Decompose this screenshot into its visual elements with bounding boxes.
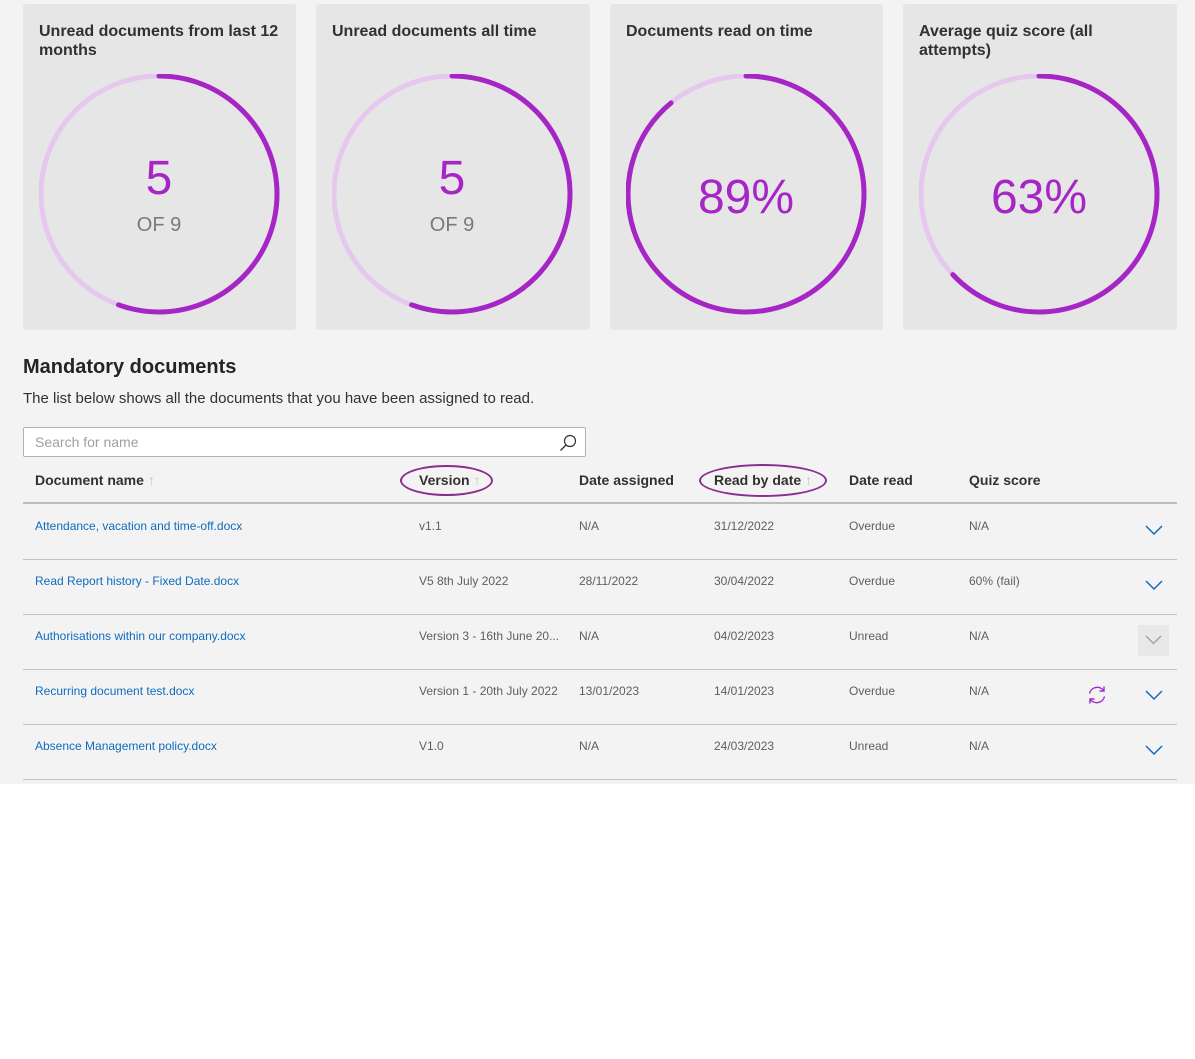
version-cell: V5 8th July 2022 — [419, 574, 509, 588]
version-cell: V1.0 — [419, 739, 444, 753]
progress-ring: 63% — [919, 74, 1167, 322]
date-read-cell: Unread — [849, 629, 889, 643]
card-average-quiz-score: Average quiz score (all attempts) 63% — [903, 4, 1177, 330]
version-cell: Version 3 - 16th June 20... — [419, 629, 559, 643]
search-box[interactable] — [23, 427, 586, 457]
card-value: 89% — [697, 171, 795, 224]
highlight-ellipse — [699, 464, 827, 497]
card-unread-all-time: Unread documents all time 5 OF 9 — [316, 4, 590, 330]
column-header-date-assigned[interactable]: Date assigned — [579, 472, 674, 489]
table-row[interactable]: Attendance, vacation and time-off.docx v… — [23, 504, 1177, 560]
card-of-label: OF 9 — [429, 214, 475, 236]
table-row[interactable]: Absence Management policy.docx V1.0 N/A … — [23, 724, 1177, 780]
date-assigned-cell: N/A — [579, 519, 600, 533]
progress-ring-graphic — [919, 74, 1160, 315]
chevron-down-icon[interactable] — [1142, 518, 1166, 542]
section-description: The list below shows all the documents t… — [23, 390, 535, 407]
quiz-score-cell: N/A — [969, 739, 990, 753]
date-assigned-cell: N/A — [579, 739, 600, 753]
recurring-icon — [1088, 686, 1106, 704]
date-read-cell: Unread — [849, 739, 889, 753]
quiz-score-cell: N/A — [969, 629, 990, 643]
card-title: Documents read on time — [626, 23, 813, 40]
ring-progress — [626, 74, 867, 315]
column-header-label: Date assigned — [579, 472, 674, 488]
card-value: 5 — [145, 152, 173, 205]
document-name-link[interactable]: Authorisations within our company.docx — [35, 629, 246, 643]
card-unread-12-months: Unread documents from last 12 months 5 O… — [23, 4, 296, 330]
chevron-down-icon[interactable] — [1142, 573, 1166, 597]
card-of-label: OF 9 — [136, 214, 182, 236]
ring-progress — [919, 74, 1160, 315]
card-title: Unread documents all time — [332, 23, 537, 40]
document-name-link[interactable]: Attendance, vacation and time-off.docx — [35, 519, 243, 533]
table-row[interactable]: Recurring document test.docx Version 1 -… — [23, 669, 1177, 725]
card-value: 5 — [438, 152, 466, 205]
column-header-label: Quiz score — [969, 472, 1041, 488]
quiz-score-cell: N/A — [969, 519, 990, 533]
table-row[interactable]: Read Report history - Fixed Date.docx V5… — [23, 559, 1177, 615]
card-title: Unread documents from last 12 months — [39, 23, 279, 59]
ring-progress — [39, 74, 280, 315]
read-by-date-cell: 14/01/2023 — [714, 684, 775, 698]
version-cell: v1.1 — [419, 519, 442, 533]
read-by-date-cell: 04/02/2023 — [714, 629, 775, 643]
table-row[interactable]: Authorisations within our company.docx V… — [23, 614, 1177, 670]
read-by-date-cell: 30/04/2022 — [714, 574, 775, 588]
document-name-link[interactable]: Read Report history - Fixed Date.docx — [35, 574, 240, 588]
card-title: Average quiz score (all attempts) — [919, 23, 1093, 59]
version-cell: Version 1 - 20th July 2022 — [419, 684, 558, 698]
column-header-label: Document name — [35, 472, 144, 488]
chevron-down-icon[interactable] — [1138, 625, 1169, 656]
date-read-cell: Overdue — [849, 519, 896, 533]
quiz-score-cell: 60% (fail) — [969, 574, 1020, 588]
progress-ring-graphic — [332, 74, 573, 315]
date-assigned-cell: 28/11/2022 — [579, 574, 639, 588]
sort-arrow-icon: ↑ — [147, 472, 155, 488]
card-value: 63% — [990, 171, 1088, 224]
document-name-link[interactable]: Absence Management policy.docx — [35, 739, 217, 753]
header-divider — [23, 502, 1177, 504]
date-read-cell: Overdue — [849, 684, 896, 698]
chevron-down-icon[interactable] — [1142, 738, 1166, 762]
quiz-score-cell: N/A — [969, 684, 990, 698]
progress-ring: 5 OF 9 — [332, 74, 580, 322]
progress-ring-graphic — [39, 74, 280, 315]
document-name-link[interactable]: Recurring document test.docx — [35, 684, 195, 698]
column-header-quiz-score[interactable]: Quiz score — [969, 472, 1041, 489]
progress-ring: 89% — [626, 74, 874, 322]
highlight-ellipse — [400, 465, 493, 496]
card-read-on-time: Documents read on time 89% — [610, 4, 883, 330]
column-header-date-read[interactable]: Date read — [849, 472, 913, 489]
date-assigned-cell: 13/01/2023 — [579, 684, 640, 698]
column-header-label: Date read — [849, 472, 913, 488]
read-by-date-cell: 31/12/2022 — [714, 519, 775, 533]
dashboard-area: Unread documents from last 12 months 5 O… — [0, 0, 1195, 784]
progress-ring: 5 OF 9 — [39, 74, 287, 322]
chevron-down-icon[interactable] — [1142, 683, 1166, 707]
column-header-document-name[interactable]: Document name ↑ — [35, 472, 155, 489]
date-read-cell: Overdue — [849, 574, 896, 588]
section-title: Mandatory documents — [23, 356, 237, 378]
progress-ring-graphic — [626, 74, 867, 315]
search-input[interactable] — [35, 433, 555, 451]
ring-progress — [332, 74, 573, 315]
search-icon[interactable] — [559, 434, 577, 452]
read-by-date-cell: 24/03/2023 — [714, 739, 775, 753]
date-assigned-cell: N/A — [579, 629, 600, 643]
